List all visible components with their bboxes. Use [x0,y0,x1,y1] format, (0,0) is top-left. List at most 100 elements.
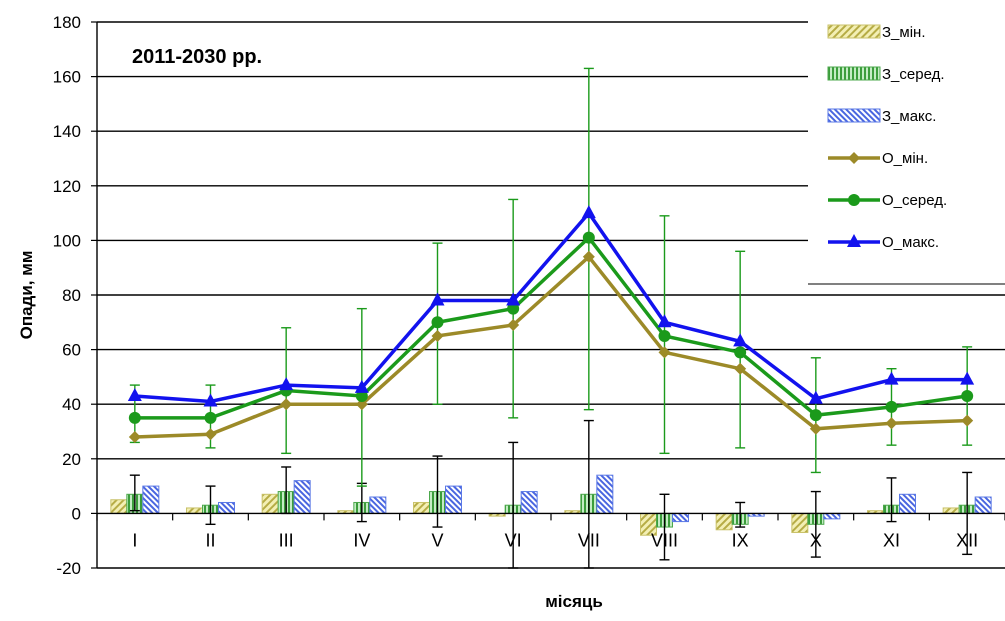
line-point [582,250,595,263]
bar-3 [672,512,689,523]
line-point [961,414,974,427]
x-tick-label: X [810,530,822,550]
bar-3 [974,496,992,514]
bar-1 [261,493,279,514]
line-series-3 [134,210,968,404]
line-point [960,371,975,385]
bar-error-bars [129,419,973,569]
bar-3 [445,485,462,514]
line-point [658,329,671,342]
line-point [204,428,217,441]
x-tick-label: VII [578,530,600,550]
legend-box [808,16,1005,284]
x-axis-title: місяць [545,592,603,611]
bar-1 [791,512,809,534]
legend-label: З_серед. [882,66,945,83]
y-tick-label: 0 [72,504,81,523]
line-point [658,346,671,359]
line-point [506,292,521,306]
x-tick-label: II [205,530,215,550]
legend-swatch [827,108,881,123]
line-point [733,333,748,347]
legend-label: З_макс. [882,108,936,125]
x-tick-label: VIII [651,530,678,550]
line-point [809,409,822,422]
bar-1 [942,507,960,514]
line-point [885,417,898,430]
bar-3 [899,493,916,514]
line-point [808,390,823,404]
bar-1 [715,512,733,531]
line-point [204,411,217,424]
line-point [203,393,218,407]
bar-3 [596,474,614,514]
line-point [582,231,595,244]
bar-3 [142,485,160,514]
bar-3 [218,501,235,514]
legend-label: О_серед. [882,192,947,209]
line-point [279,377,294,391]
legend-marker [848,152,860,164]
y-tick-label: 160 [53,68,81,87]
line-point [431,316,444,329]
line-point [961,390,974,403]
y-tick-label: 180 [53,13,81,32]
legend-label: О_макс. [882,234,939,251]
legend-swatch [827,24,881,39]
x-tick-label: IX [732,530,749,550]
line-point [507,302,520,315]
y-tick-label: 40 [62,395,81,414]
x-tick-label: I [132,530,137,550]
bar-3 [823,512,841,520]
chart-title: 2011-2030 рр. [132,46,262,68]
bar-1 [110,499,128,514]
y-tick-label: 140 [53,122,81,141]
line-series-1 [134,254,968,439]
line-point [280,398,293,411]
line-point [884,371,899,385]
line-point [354,379,369,393]
y-tick-label: -20 [56,559,81,578]
y-tick-label: 60 [62,341,81,360]
line-point [431,329,444,342]
line-point [809,422,822,435]
line-point [430,292,445,306]
y-axis-title: Опади, мм [17,251,36,340]
y-tick-label: 20 [62,450,81,469]
line-point [127,388,142,402]
x-tick-label: XII [956,530,978,550]
legend-marker [847,234,861,247]
line-series-group [127,205,975,443]
line-point [885,400,898,413]
line-point [507,319,520,332]
x-tick-label: III [279,530,294,550]
legend-swatch [827,66,881,81]
legend-marker [848,194,860,206]
y-tick-label: 100 [53,231,81,250]
bar-3 [520,491,538,514]
bar-1 [413,501,430,514]
bar-series-group [110,474,992,536]
legend: З_мін. З_серед. З_макс. О_мін. О_серед. О_мак… [808,16,1005,285]
y-tick-label: 120 [53,177,81,196]
line-point [657,314,672,328]
line-point [128,430,141,443]
x-tick-label: VI [505,530,522,550]
line-point [734,346,747,359]
legend-label: З_мін. [882,24,926,41]
line-point [734,362,747,375]
x-tick-label: IV [353,530,370,550]
bar-3 [293,480,311,514]
line-point [581,205,596,219]
line-point [128,411,141,424]
legend-label: О_мін. [882,150,928,167]
line-series-2 [134,235,968,420]
line-point [355,390,368,403]
x-tick-label: XI [883,530,900,550]
bar-1 [186,507,203,514]
bar-3 [369,496,387,514]
y-tick-label: 80 [62,286,81,305]
